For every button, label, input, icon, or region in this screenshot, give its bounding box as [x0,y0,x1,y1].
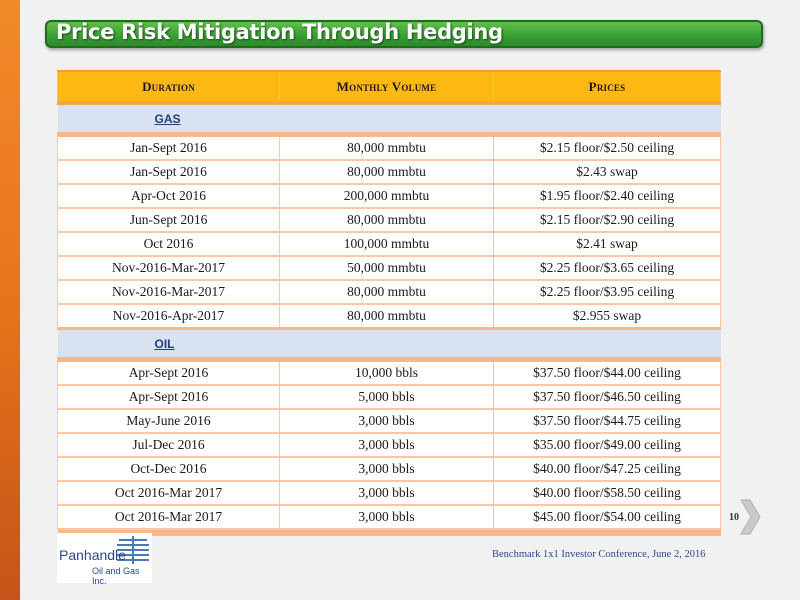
table-header-row: Duration Monthly Volume Prices [57,70,721,105]
price-cell: $37.50 floor/$44.00 ceiling [493,359,721,386]
page-number: 10 [729,512,739,523]
price-cell: $2.955 swap [493,304,721,330]
price-cell: $2.25 floor/$3.65 ceiling [493,256,721,281]
price-cell: $2.15 floor/$2.90 ceiling [493,208,721,233]
table-row: Oct 2016-Mar 2017 3,000 bbls $45.00 floor/… [57,505,721,530]
duration-cell: Oct 2016-Mar 2017 [57,481,280,506]
table-row: Oct 2016 100,000 mmbtu $2.41 swap [57,232,721,257]
header-prices: Prices [493,70,721,105]
section-empty-cell [493,101,721,137]
volume-cell: 80,000 mmbtu [279,134,494,161]
header-duration: Duration [57,70,280,105]
duration-cell: Nov-2016-Mar-2017 [57,256,280,281]
table-row: Jun-Sept 2016 80,000 mmbtu $2.15 floor/$2.… [57,208,721,233]
footer-band-cell [279,529,494,536]
volume-cell: 10,000 bbls [279,359,494,386]
duration-cell: Oct-Dec 2016 [57,457,280,482]
duration-cell: Oct 2016-Mar 2017 [57,505,280,530]
volume-cell: 80,000 mmbtu [279,304,494,330]
section-row-gas: GAS [57,101,721,137]
price-cell: $37.50 floor/$44.75 ceiling [493,409,721,434]
section-empty-cell [493,327,721,362]
volume-cell: 80,000 mmbtu [279,208,494,233]
hedge-table: Duration Monthly Volume Prices GAS Jan-Se… [57,70,721,536]
volume-cell: 50,000 mmbtu [279,256,494,281]
volume-cell: 100,000 mmbtu [279,232,494,257]
duration-cell: Jan-Sept 2016 [57,160,280,185]
duration-cell: Nov-2016-Apr-2017 [57,304,280,330]
table-row: Jan-Sept 2016 80,000 mmbtu $2.15 floor/$2.… [57,134,721,161]
price-cell: $2.15 floor/$2.50 ceiling [493,134,721,161]
side-accent-bar [0,0,20,600]
volume-cell: 3,000 bbls [279,505,494,530]
section-empty-cell [279,101,494,137]
page-title: Price Risk Mitigation Through Hedging [56,20,503,44]
volume-cell: 80,000 mmbtu [279,280,494,305]
table-row: Apr-Sept 2016 10,000 bbls $37.50 floor/$44… [57,359,721,386]
volume-cell: 3,000 bbls [279,409,494,434]
price-cell: $2.43 swap [493,160,721,185]
table-row: Oct 2016-Mar 2017 3,000 bbls $40.00 floor/… [57,481,721,506]
table-row: Jul-Dec 2016 3,000 bbls $35.00 floor/$49.0… [57,433,721,458]
footer-text: Benchmark 1x1 Investor Conference, June … [492,549,706,560]
price-cell: $37.50 floor/$46.50 ceiling [493,385,721,410]
price-cell: $2.25 floor/$3.95 ceiling [493,280,721,305]
duration-cell: Jan-Sept 2016 [57,134,280,161]
table-row: Apr-Sept 2016 5,000 bbls $37.50 floor/$46.… [57,385,721,410]
header-monthly-volume: Monthly Volume [279,70,494,105]
price-cell: $2.41 swap [493,232,721,257]
table-row: Nov-2016-Apr-2017 80,000 mmbtu $2.955 swap [57,304,721,330]
price-cell: $40.00 floor/$58.50 ceiling [493,481,721,506]
logo-derrick-icon [115,535,151,565]
volume-cell: 5,000 bbls [279,385,494,410]
section-cell: GAS [57,101,280,137]
duration-cell: Apr-Sept 2016 [57,385,280,410]
footer-band-cell [57,529,280,536]
price-cell: $35.00 floor/$49.00 ceiling [493,433,721,458]
table-row: Nov-2016-Mar-2017 80,000 mmbtu $2.25 floor… [57,280,721,305]
section-empty-cell [279,327,494,362]
footer-band-cell [493,529,721,536]
company-logo: Panhandle Oil and Gas Inc. [57,533,152,586]
logo-subtitle: Oil and Gas Inc. [92,566,140,586]
title-banner: Price Risk Mitigation Through Hedging [45,20,763,48]
volume-cell: 3,000 bbls [279,457,494,482]
volume-cell: 80,000 mmbtu [279,160,494,185]
table-row: May-June 2016 3,000 bbls $37.50 floor/$44.… [57,409,721,434]
duration-cell: Jul-Dec 2016 [57,433,280,458]
volume-cell: 3,000 bbls [279,433,494,458]
duration-cell: Nov-2016-Mar-2017 [57,280,280,305]
table-row: Nov-2016-Mar-2017 50,000 mmbtu $2.25 floor… [57,256,721,281]
section-label: OIL [154,336,175,351]
volume-cell: 3,000 bbls [279,481,494,506]
table-row: Apr-Oct 2016 200,000 mmbtu $1.95 floor/$2.… [57,184,721,209]
price-cell: $45.00 floor/$54.00 ceiling [493,505,721,530]
section-cell: OIL [57,327,280,362]
volume-cell: 200,000 mmbtu [279,184,494,209]
duration-cell: May-June 2016 [57,409,280,434]
duration-cell: Apr-Sept 2016 [57,359,280,386]
price-cell: $1.95 floor/$2.40 ceiling [493,184,721,209]
price-cell: $40.00 floor/$47.25 ceiling [493,457,721,482]
table-row: Oct-Dec 2016 3,000 bbls $40.00 floor/$47.2… [57,457,721,482]
section-label: GAS [154,111,181,126]
table-footer-band [57,529,721,536]
duration-cell: Apr-Oct 2016 [57,184,280,209]
logo-name: Panhandle [59,547,126,563]
duration-cell: Oct 2016 [57,232,280,257]
table-row: Jan-Sept 2016 80,000 mmbtu $2.43 swap [57,160,721,185]
section-row-oil: OIL [57,327,721,362]
duration-cell: Jun-Sept 2016 [57,208,280,233]
chevron-right-icon[interactable] [738,498,762,536]
